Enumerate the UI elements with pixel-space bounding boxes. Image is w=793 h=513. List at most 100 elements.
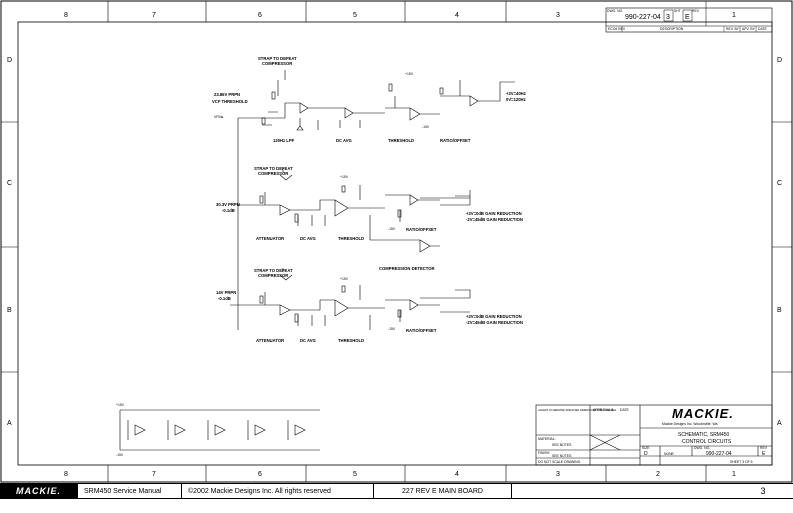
dc-avg-label: DC AVG (336, 138, 352, 143)
attenuator-label: ATTENUATOR (256, 236, 284, 241)
compressor-label: COMPRESSOR (258, 273, 288, 278)
prpn-label: 14V PRPN (216, 290, 236, 295)
zone-row-label: C (7, 180, 12, 187)
compressor-label: COMPRESSOR (262, 61, 292, 66)
size-label: SIZE (642, 446, 650, 450)
zone-col-label: 3 (556, 12, 560, 19)
minus15-label: -15V (388, 227, 396, 231)
sheet-label: SHEET 3 OF 5 (730, 460, 753, 464)
company-label: Mackie Designs Inc. Woodinville, Wa. (662, 422, 718, 426)
strap-label: STRAP TO DEFEAT (254, 166, 293, 171)
zone-row-label: B (7, 307, 12, 314)
gain-reduction-low: -2V=45dB GAIN REDUCTION (466, 320, 523, 325)
zone-col-label: 3 (556, 471, 560, 478)
gain-reduction-low: -2V=45dB GAIN REDUCTION (466, 217, 523, 222)
material-label: MATERIAL: (538, 437, 556, 441)
ratio-offset-label: RATIO/OFFSET (406, 227, 437, 232)
apv-by-label: APV. BY (742, 27, 756, 31)
db-label: -0.1dB (218, 296, 231, 301)
dc-avg-label: DC AVG (300, 338, 316, 343)
date-label: DATE (620, 408, 630, 412)
row-zone-ticks (1, 121, 792, 373)
top-zone-ticks (107, 1, 507, 22)
power-decoupling (119, 409, 320, 451)
zone-col-label: 7 (152, 471, 156, 478)
plus15-label: +15V (340, 175, 349, 179)
board-revision: 227 REV E MAIN BOARD (374, 484, 512, 498)
attenuator-circuit-bot (230, 268, 471, 330)
attenuator-mid-labels: STRAP TO DEFEAT COMPRESSOR 30.3V PRPN -0… (216, 166, 523, 271)
zone-col-label: 8 (64, 471, 68, 478)
dwg-number: 990-227-04 (706, 451, 732, 457)
description-label: DESCRIPTION (660, 27, 684, 31)
zone-col-label: 4 (455, 471, 459, 478)
zone-col-label: 4 (455, 12, 459, 19)
minus15-label: -15V (422, 125, 430, 129)
input-label: VFIN▸ (214, 115, 224, 119)
threshold-label: THRESHOLD (388, 138, 414, 143)
material-notes: SEE NOTES (552, 443, 572, 447)
sht-label: SHT (674, 9, 681, 13)
zone-row-label: C (777, 180, 782, 187)
tolerance-notes: UNLESS OTHERWISE SPECIFIED DIMENSIONS AR… (538, 408, 616, 412)
db-label: -0.1dB (222, 208, 235, 213)
threshold-label: THRESHOLD (338, 236, 364, 241)
footer-logo: MACKIE. (0, 484, 78, 498)
dc-avg-label: DC AVG (300, 236, 316, 241)
approvals-label: APPROVALS (593, 408, 614, 412)
rev-label: REV (760, 446, 768, 450)
attenuator-label: ATTENUATOR (256, 338, 284, 343)
do-not-scale: DO NOT SCALE DRAWING (538, 460, 581, 464)
dwg-number: 990-227-04 (625, 14, 661, 21)
zone-row-label: A (777, 420, 782, 427)
gain-reduction-high: +2V=0dB GAIN REDUCTION (466, 211, 522, 216)
zone-row-label: B (777, 307, 782, 314)
finish-notes: SEE NOTES (552, 454, 572, 458)
title-block-text: UNLESS OTHERWISE SPECIFIED DIMENSIONS AR… (538, 406, 768, 464)
scale-value: NONE (664, 452, 675, 456)
bottom-zone-labels: 8 7 6 5 4 3 2 1 (64, 471, 736, 478)
strap-label: STRAP TO DEFEAT (258, 56, 297, 61)
zone-col-label: 7 (152, 12, 156, 19)
prpn-label: 23.86V PRPN (214, 92, 240, 97)
title-block (535, 404, 773, 466)
vcf-threshold-circuit (238, 70, 515, 131)
page-number: 3 (760, 486, 766, 496)
zone-row-label: D (7, 57, 12, 64)
attenuator-bot-labels: STRAP TO DEFEAT COMPRESSOR 14V PRPN -0.1… (216, 268, 523, 343)
lpf-label: 120Hz LPF (273, 138, 295, 143)
date-label: DATE (758, 27, 768, 31)
gain-reduction-high: +2V=0dB GAIN REDUCTION (466, 314, 522, 319)
schematic-sheet: 8 7 6 5 4 3 1 8 7 6 5 4 3 2 1 D D C C B … (0, 0, 793, 483)
zone-row-label: D (777, 57, 782, 64)
bottom-zone-ticks (107, 465, 707, 482)
mackie-logo: MACKIE. (672, 406, 734, 421)
top-zone-labels: 8 7 6 5 4 3 1 (64, 12, 736, 19)
revision-block: DWG. NO. 990-227-04 SHT 3 REV E ECO# REV… (605, 1, 773, 33)
rev-by-label: REV. BY (726, 27, 740, 31)
zone-col-label: 5 (353, 12, 357, 19)
minus15-label: -15V (388, 327, 396, 331)
rev-value: E (762, 451, 766, 457)
finish-label: FINISH: (538, 451, 550, 455)
zone-col-label: 1 (732, 471, 736, 478)
outer-border (0, 0, 793, 483)
plus15-label: +15V (405, 72, 414, 76)
zone-col-label: 8 (64, 12, 68, 19)
threshold-label: THRESHOLD (338, 338, 364, 343)
copyright: ©2002 Mackie Designs Inc. All rights res… (182, 484, 374, 498)
row-zone-labels: D D C C B B A A (7, 57, 782, 427)
plus15-label: +15V (340, 277, 349, 281)
inner-frame (17, 21, 773, 466)
manual-title: SRM450 Service Manual (78, 484, 182, 498)
zone-col-label: 6 (258, 471, 262, 478)
signal-low-label: 0V=120Hz (506, 97, 526, 102)
zone-col-label: 5 (353, 471, 357, 478)
size-value: D (644, 451, 648, 457)
signal-high-label: +2V=40Hz (506, 91, 526, 96)
compression-detector-label: COMPRESSION DETECTOR (379, 266, 435, 271)
zone-col-label: 6 (258, 12, 262, 19)
strap-label: STRAP TO DEFEAT (254, 268, 293, 273)
zone-col-label: 1 (732, 12, 736, 19)
attenuator-circuit-mid (238, 168, 471, 253)
